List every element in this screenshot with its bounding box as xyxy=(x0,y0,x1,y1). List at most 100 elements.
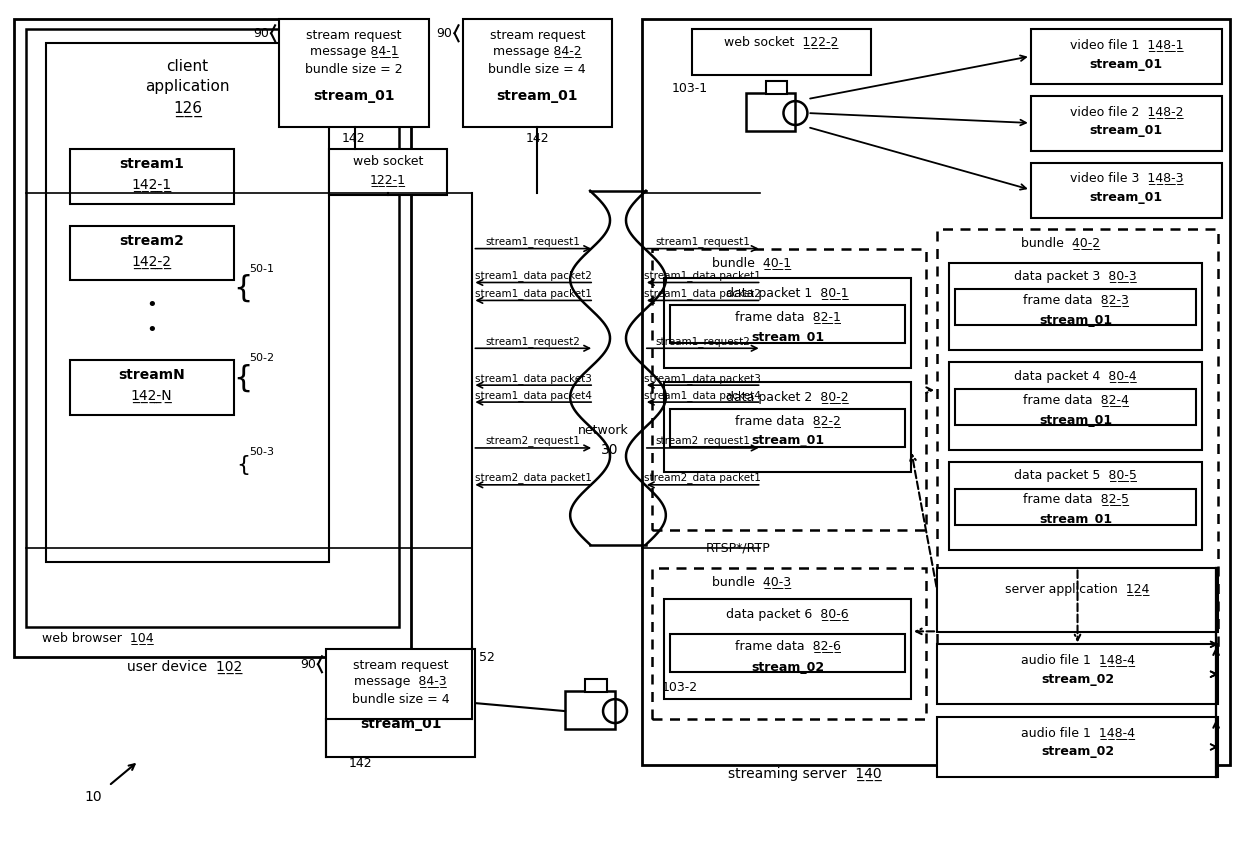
Text: video file 2  1̲4̲8̲-̲2̲: video file 2 1̲4̲8̲-̲2̲ xyxy=(1070,105,1183,118)
Text: stream_01: stream_01 xyxy=(1090,191,1163,204)
Text: data packet 5  8̲0̲-̲5̲: data packet 5 8̲0̲-̲5̲ xyxy=(1014,469,1137,482)
Text: stream_01: stream_01 xyxy=(751,331,825,344)
Text: stream1_data packet1: stream1_data packet1 xyxy=(475,288,591,299)
Bar xyxy=(652,249,926,530)
Text: stream1_data packet3: stream1_data packet3 xyxy=(475,372,591,384)
Bar xyxy=(565,691,615,729)
Bar xyxy=(279,19,429,127)
Text: 1̲2̲6̲: 1̲2̲6̲ xyxy=(172,101,202,117)
Text: 1̲2̲2̲-̲1̲: 1̲2̲2̲-̲1̲ xyxy=(370,173,405,186)
Text: 103-1: 103-1 xyxy=(672,81,708,94)
Text: stream1_request1: stream1_request1 xyxy=(486,236,580,247)
Text: frame data  8̲2̲-̲1̲: frame data 8̲2̲-̲1̲ xyxy=(734,310,841,323)
Text: stream_01: stream_01 xyxy=(1039,313,1112,326)
Text: stream request: stream request xyxy=(490,29,585,42)
Bar xyxy=(14,19,410,657)
Bar xyxy=(663,599,911,699)
Text: web browser  1̲0̲4̲: web browser 1̲0̲4̲ xyxy=(42,630,154,643)
Text: data packet 1  8̲0̲-̲1̲: data packet 1 8̲0̲-̲1̲ xyxy=(727,287,848,300)
Text: video file 1  1̲4̲8̲-̲1̲: video file 1 1̲4̲8̲-̲1̲ xyxy=(1070,38,1183,51)
Bar xyxy=(692,29,872,75)
Text: bundle size = 4: bundle size = 4 xyxy=(352,693,450,706)
Text: application: application xyxy=(145,79,229,94)
Text: client: client xyxy=(166,59,208,74)
Text: stream1_data packet4: stream1_data packet4 xyxy=(475,390,591,401)
Bar xyxy=(329,149,446,195)
Text: frame data  8̲2̲-̲4̲: frame data 8̲2̲-̲4̲ xyxy=(1023,392,1128,405)
Bar xyxy=(642,19,1230,765)
Text: 90: 90 xyxy=(253,27,269,40)
Text: stream1_request2: stream1_request2 xyxy=(655,336,750,346)
Bar xyxy=(670,306,905,343)
Text: bundle  4̲0̲-̲1̲: bundle 4̲0̲-̲1̲ xyxy=(712,256,791,269)
Text: 142: 142 xyxy=(348,758,373,771)
Bar xyxy=(69,226,234,281)
Text: bundle size = 4: bundle size = 4 xyxy=(489,62,587,75)
Bar xyxy=(949,362,1202,450)
Text: stream2: stream2 xyxy=(119,234,184,248)
Text: stream2_request1: stream2_request1 xyxy=(655,436,750,447)
Text: 1̲4̲2̲-̲1̲: 1̲4̲2̲-̲1̲ xyxy=(131,178,171,191)
Text: bundle size = 2: bundle size = 2 xyxy=(305,62,403,75)
Text: streamN: streamN xyxy=(118,368,185,382)
Text: frame data  8̲2̲-̲2̲: frame data 8̲2̲-̲2̲ xyxy=(734,414,841,427)
Text: 103-2: 103-2 xyxy=(662,681,698,694)
Text: stream1_data packet2: stream1_data packet2 xyxy=(475,270,591,281)
Text: {: { xyxy=(233,364,253,392)
Bar xyxy=(463,19,613,127)
Text: stream request: stream request xyxy=(353,659,449,672)
Text: 50-2: 50-2 xyxy=(249,353,274,363)
Text: stream2_data packet1: stream2_data packet1 xyxy=(645,472,761,483)
Text: stream_01: stream_01 xyxy=(1039,514,1112,527)
Bar xyxy=(745,93,795,131)
Bar xyxy=(949,262,1202,350)
Text: data packet 3  8̲0̲-̲3̲: data packet 3 8̲0̲-̲3̲ xyxy=(1014,270,1137,283)
Text: stream1_data packet3: stream1_data packet3 xyxy=(645,372,761,384)
Text: 50-3: 50-3 xyxy=(249,447,274,457)
Bar xyxy=(765,81,787,94)
Text: message  8̲4̲-̲3̲: message 8̲4̲-̲3̲ xyxy=(355,675,446,688)
Text: stream_01: stream_01 xyxy=(314,89,394,103)
Bar xyxy=(26,29,399,627)
Text: stream1_data packet1: stream1_data packet1 xyxy=(645,270,761,281)
Bar xyxy=(670,409,905,447)
Text: stream_01: stream_01 xyxy=(1090,58,1163,71)
Text: stream_01: stream_01 xyxy=(751,435,825,448)
Text: data packet 6  8̲0̲-̲6̲: data packet 6 8̲0̲-̲6̲ xyxy=(727,608,848,621)
Bar xyxy=(1030,96,1223,151)
Text: bundle  4̲0̲-̲2̲: bundle 4̲0̲-̲2̲ xyxy=(1021,236,1100,249)
Text: stream2_request1: stream2_request1 xyxy=(486,436,580,447)
Bar xyxy=(937,644,1218,704)
Text: message 8̲4̲-̲1̲: message 8̲4̲-̲1̲ xyxy=(310,45,398,58)
Text: stream2_data packet1: stream2_data packet1 xyxy=(475,472,591,483)
Text: •: • xyxy=(146,321,157,339)
Text: data packet 4  8̲0̲-̲4̲: data packet 4 8̲0̲-̲4̲ xyxy=(1014,370,1137,383)
Text: stream_01: stream_01 xyxy=(496,89,578,103)
Text: 50-1: 50-1 xyxy=(249,263,274,274)
Text: streaming server  1̲4̲0̲: streaming server 1̲4̲0̲ xyxy=(728,766,882,781)
Text: user device  1̲0̲2̲: user device 1̲0̲2̲ xyxy=(126,660,242,675)
Text: audio file 1  1̲4̲8̲-̲4̲: audio file 1 1̲4̲8̲-̲4̲ xyxy=(1021,726,1135,739)
Bar xyxy=(69,149,234,204)
Text: 90: 90 xyxy=(300,658,316,671)
Bar xyxy=(585,679,608,692)
Bar xyxy=(949,462,1202,550)
Text: {: { xyxy=(236,455,250,475)
Bar xyxy=(937,229,1218,645)
Bar xyxy=(937,717,1218,777)
Text: message 8̲4̲-̲2̲: message 8̲4̲-̲2̲ xyxy=(494,45,582,58)
Text: {: { xyxy=(233,274,253,303)
Bar xyxy=(652,567,926,719)
Text: data packet 2  8̲0̲-̲2̲: data packet 2 8̲0̲-̲2̲ xyxy=(727,391,848,404)
Text: stream_01: stream_01 xyxy=(360,717,441,731)
Text: frame data  8̲2̲-̲5̲: frame data 8̲2̲-̲5̲ xyxy=(1023,492,1128,505)
Text: frame data  8̲2̲-̲6̲: frame data 8̲2̲-̲6̲ xyxy=(734,639,841,652)
Text: 90: 90 xyxy=(436,27,453,40)
Bar xyxy=(326,650,475,757)
Text: 1̲4̲2̲-̲N̲: 1̲4̲2̲-̲N̲ xyxy=(130,389,172,403)
Text: server application  1̲2̲4̲: server application 1̲2̲4̲ xyxy=(1006,583,1149,596)
Text: 30: 30 xyxy=(601,443,619,457)
Text: stream_01: stream_01 xyxy=(1090,125,1163,138)
Bar xyxy=(670,635,905,672)
Text: stream1: stream1 xyxy=(119,157,184,171)
